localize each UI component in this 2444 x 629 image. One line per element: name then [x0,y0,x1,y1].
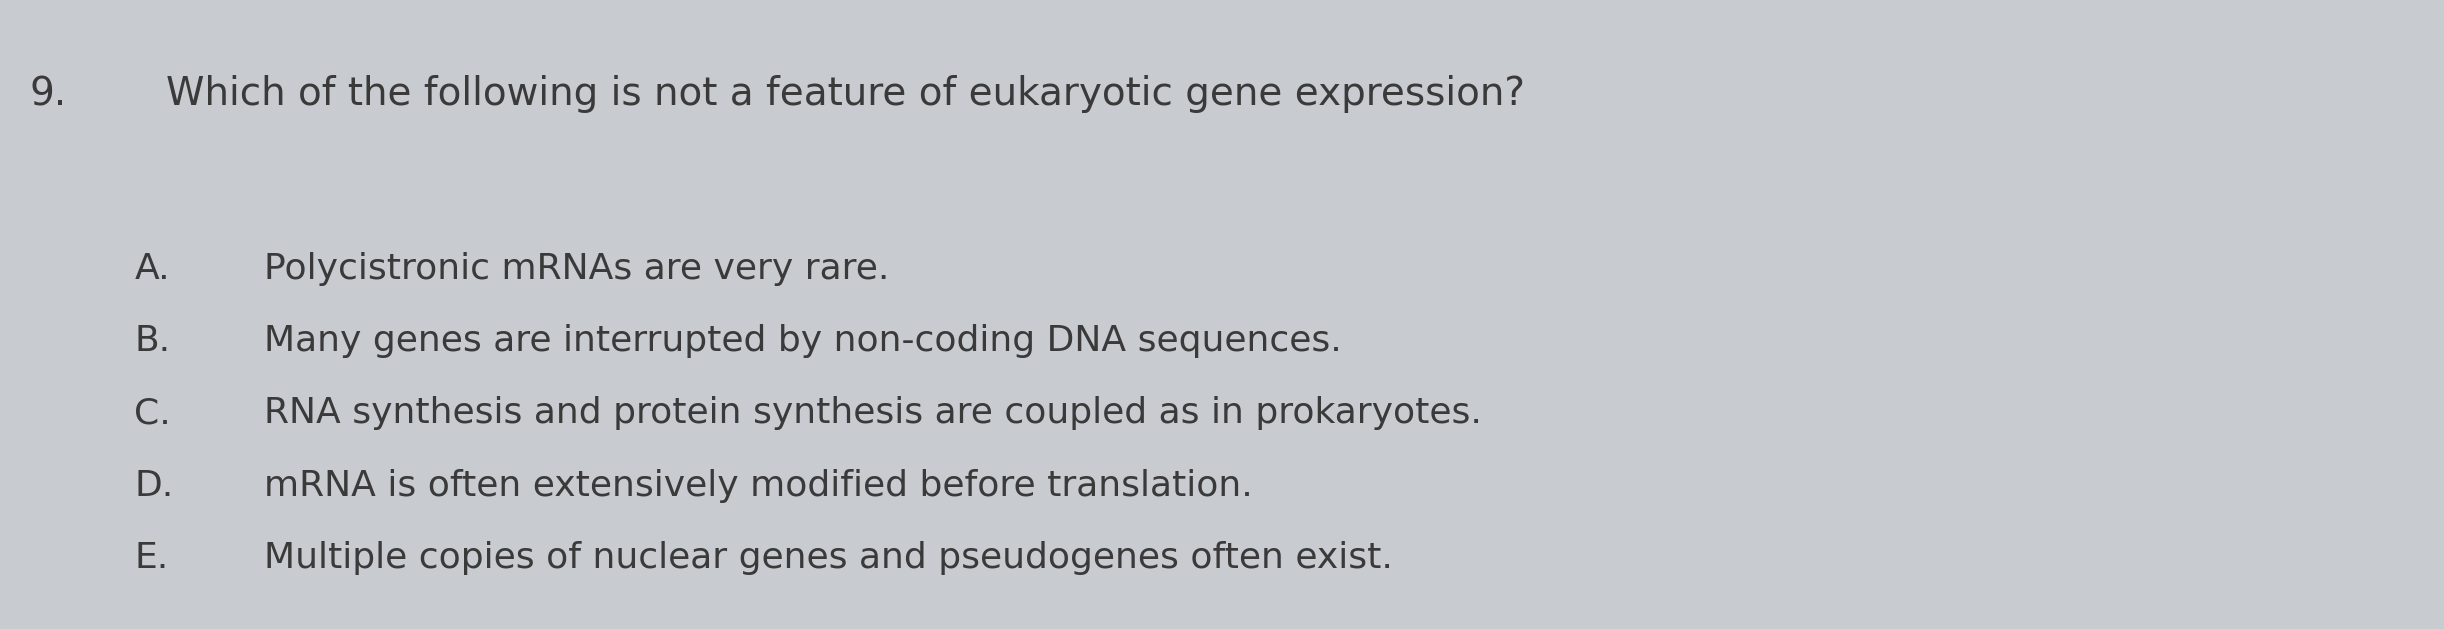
Text: RNA synthesis and protein synthesis are coupled as in prokaryotes.: RNA synthesis and protein synthesis are … [264,396,1481,430]
Text: B.: B. [134,324,171,358]
Text: 9.: 9. [29,75,66,113]
Text: Which of the following is not a feature of eukaryotic gene expression?: Which of the following is not a feature … [166,75,1525,113]
Text: Many genes are interrupted by non-coding DNA sequences.: Many genes are interrupted by non-coding… [264,324,1342,358]
Text: A.: A. [134,252,171,286]
Text: D.: D. [134,469,174,503]
Text: Multiple copies of nuclear genes and pseudogenes often exist.: Multiple copies of nuclear genes and pse… [264,541,1393,575]
Text: C.: C. [134,396,171,430]
Text: Polycistronic mRNAs are very rare.: Polycistronic mRNAs are very rare. [264,252,890,286]
Text: mRNA is often extensively modified before translation.: mRNA is often extensively modified befor… [264,469,1254,503]
Text: E.: E. [134,541,169,575]
